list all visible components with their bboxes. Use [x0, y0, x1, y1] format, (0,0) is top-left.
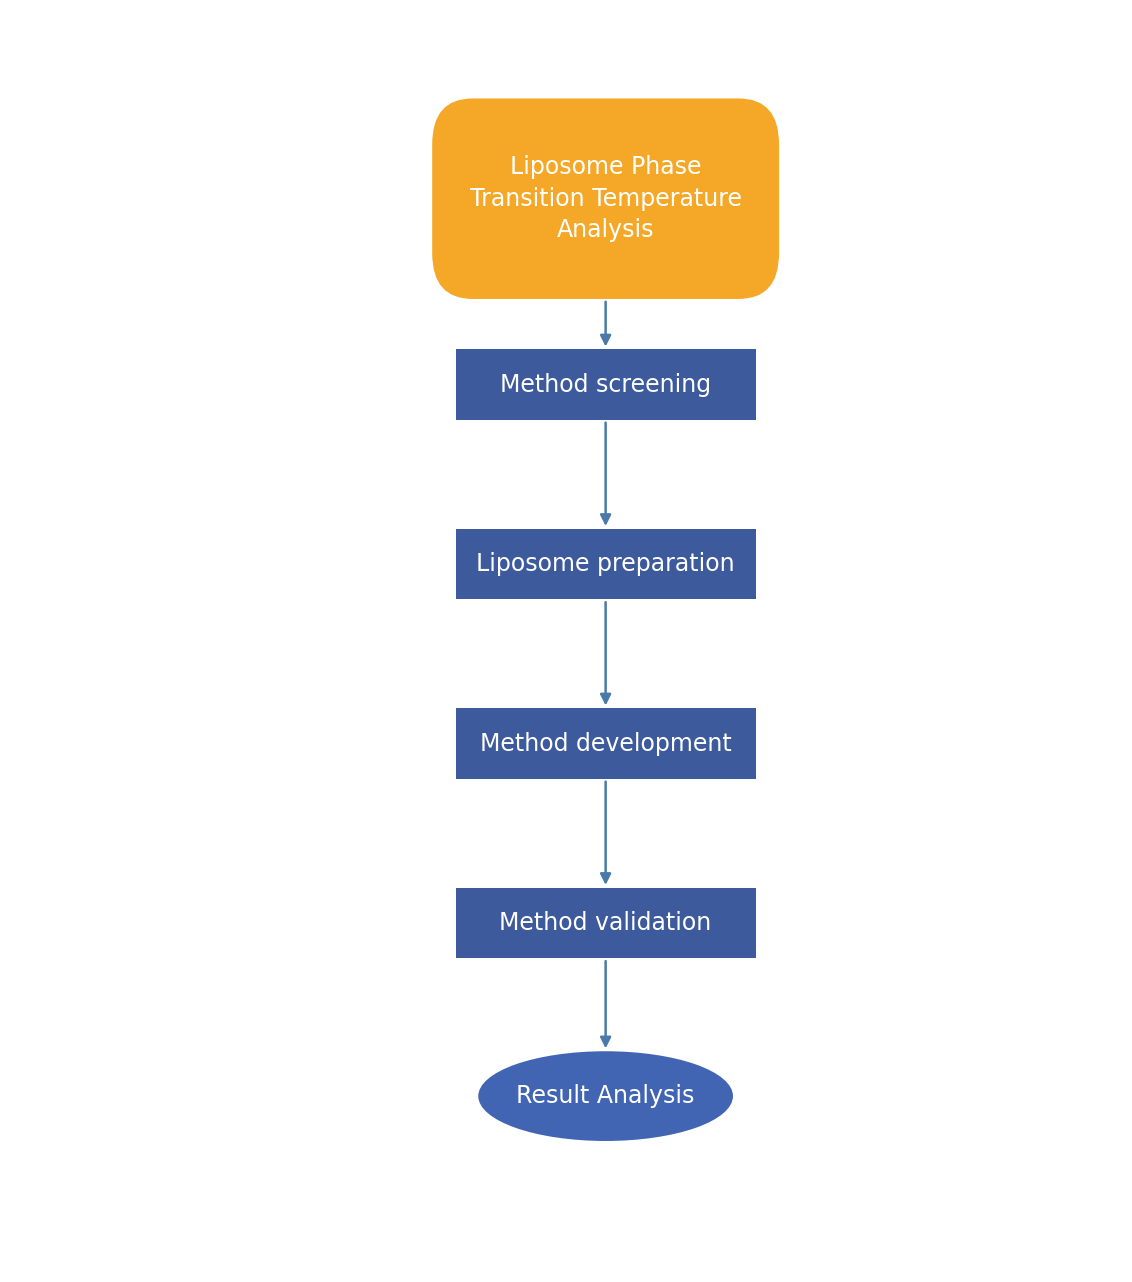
FancyBboxPatch shape [432, 99, 779, 299]
Text: Liposome preparation: Liposome preparation [477, 553, 735, 576]
Text: Method development: Method development [480, 732, 731, 755]
Text: Method screening: Method screening [500, 373, 711, 396]
Ellipse shape [478, 1051, 734, 1141]
Text: Liposome Phase
Transition Temperature
Analysis: Liposome Phase Transition Temperature An… [470, 155, 741, 242]
FancyBboxPatch shape [455, 349, 756, 420]
FancyBboxPatch shape [455, 887, 756, 959]
FancyBboxPatch shape [455, 528, 756, 599]
Text: Result Analysis: Result Analysis [516, 1085, 695, 1108]
FancyBboxPatch shape [455, 708, 756, 779]
Text: Method validation: Method validation [499, 912, 712, 935]
